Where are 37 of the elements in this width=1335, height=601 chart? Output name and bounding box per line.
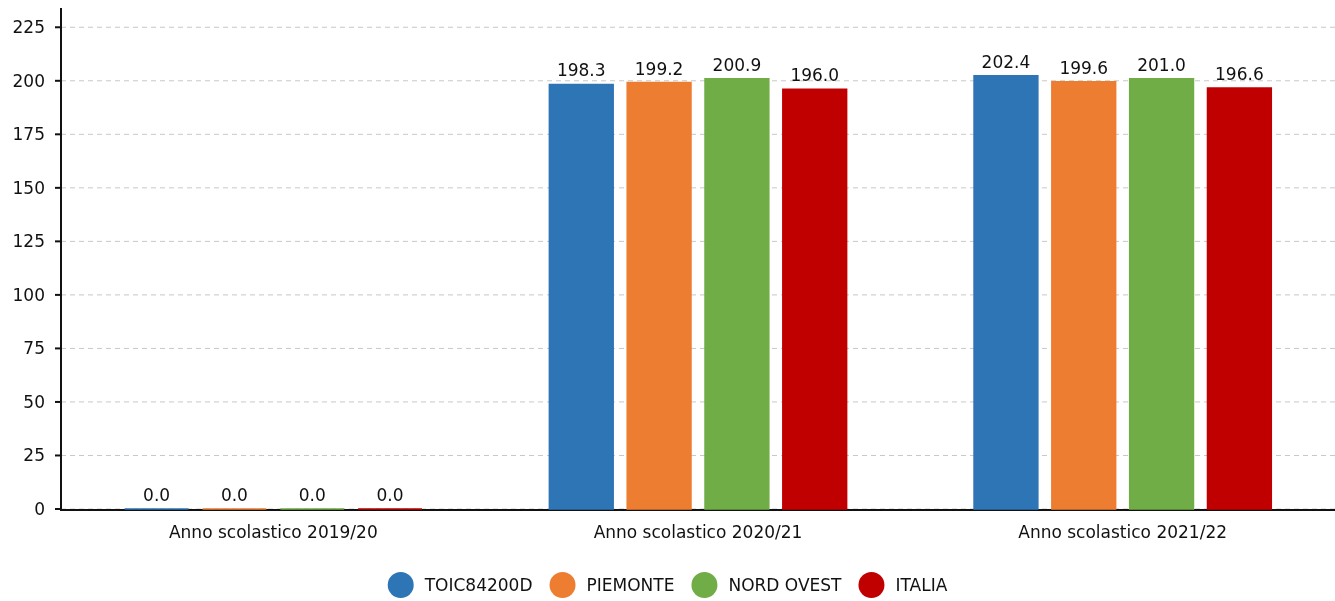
data-label: 201.0 bbox=[1137, 54, 1186, 75]
y-tick-label: 225 bbox=[12, 17, 45, 38]
bar bbox=[973, 74, 1039, 510]
x-tick-label: Anno scolastico 2020/21 bbox=[593, 522, 803, 542]
bar bbox=[1128, 77, 1195, 510]
data-label: 202.4 bbox=[981, 51, 1031, 72]
data-label: 199.6 bbox=[1059, 57, 1109, 78]
bar bbox=[626, 81, 692, 510]
data-label: 199.2 bbox=[634, 58, 684, 79]
data-label: 196.0 bbox=[790, 65, 840, 86]
legend-label: TOIC84200D bbox=[423, 575, 533, 595]
y-tick-label: 25 bbox=[23, 445, 45, 466]
y-tick-label: 175 bbox=[12, 124, 45, 145]
y-tick-label: 100 bbox=[12, 284, 45, 305]
data-label: 0.0 bbox=[298, 485, 326, 505]
y-tick-label: 150 bbox=[12, 177, 45, 198]
y-tick-label: 75 bbox=[23, 338, 45, 359]
y-tick-label: 0 bbox=[34, 499, 45, 519]
y-tick-label: 125 bbox=[12, 231, 45, 252]
legend-label: PIEMONTE bbox=[586, 575, 675, 595]
x-tick-label: Anno scolastico 2021/22 bbox=[1018, 522, 1228, 542]
y-tick-label: 50 bbox=[23, 391, 45, 412]
bar bbox=[1206, 87, 1273, 510]
bar bbox=[1051, 80, 1117, 510]
x-tick-label: Anno scolastico 2019/20 bbox=[168, 522, 378, 542]
legend-label: ITALIA bbox=[895, 575, 948, 595]
data-label: 198.3 bbox=[556, 60, 606, 81]
legend-label: NORD OVEST bbox=[728, 575, 843, 595]
data-label: 0.0 bbox=[143, 485, 171, 505]
bar bbox=[704, 78, 770, 510]
data-label: 0.0 bbox=[376, 485, 404, 505]
data-label: 0.0 bbox=[220, 485, 248, 505]
data-label: 200.9 bbox=[712, 54, 762, 75]
bar bbox=[782, 88, 848, 510]
bar bbox=[548, 83, 614, 510]
data-label: 196.6 bbox=[1215, 64, 1264, 85]
y-tick-label: 200 bbox=[12, 70, 45, 91]
